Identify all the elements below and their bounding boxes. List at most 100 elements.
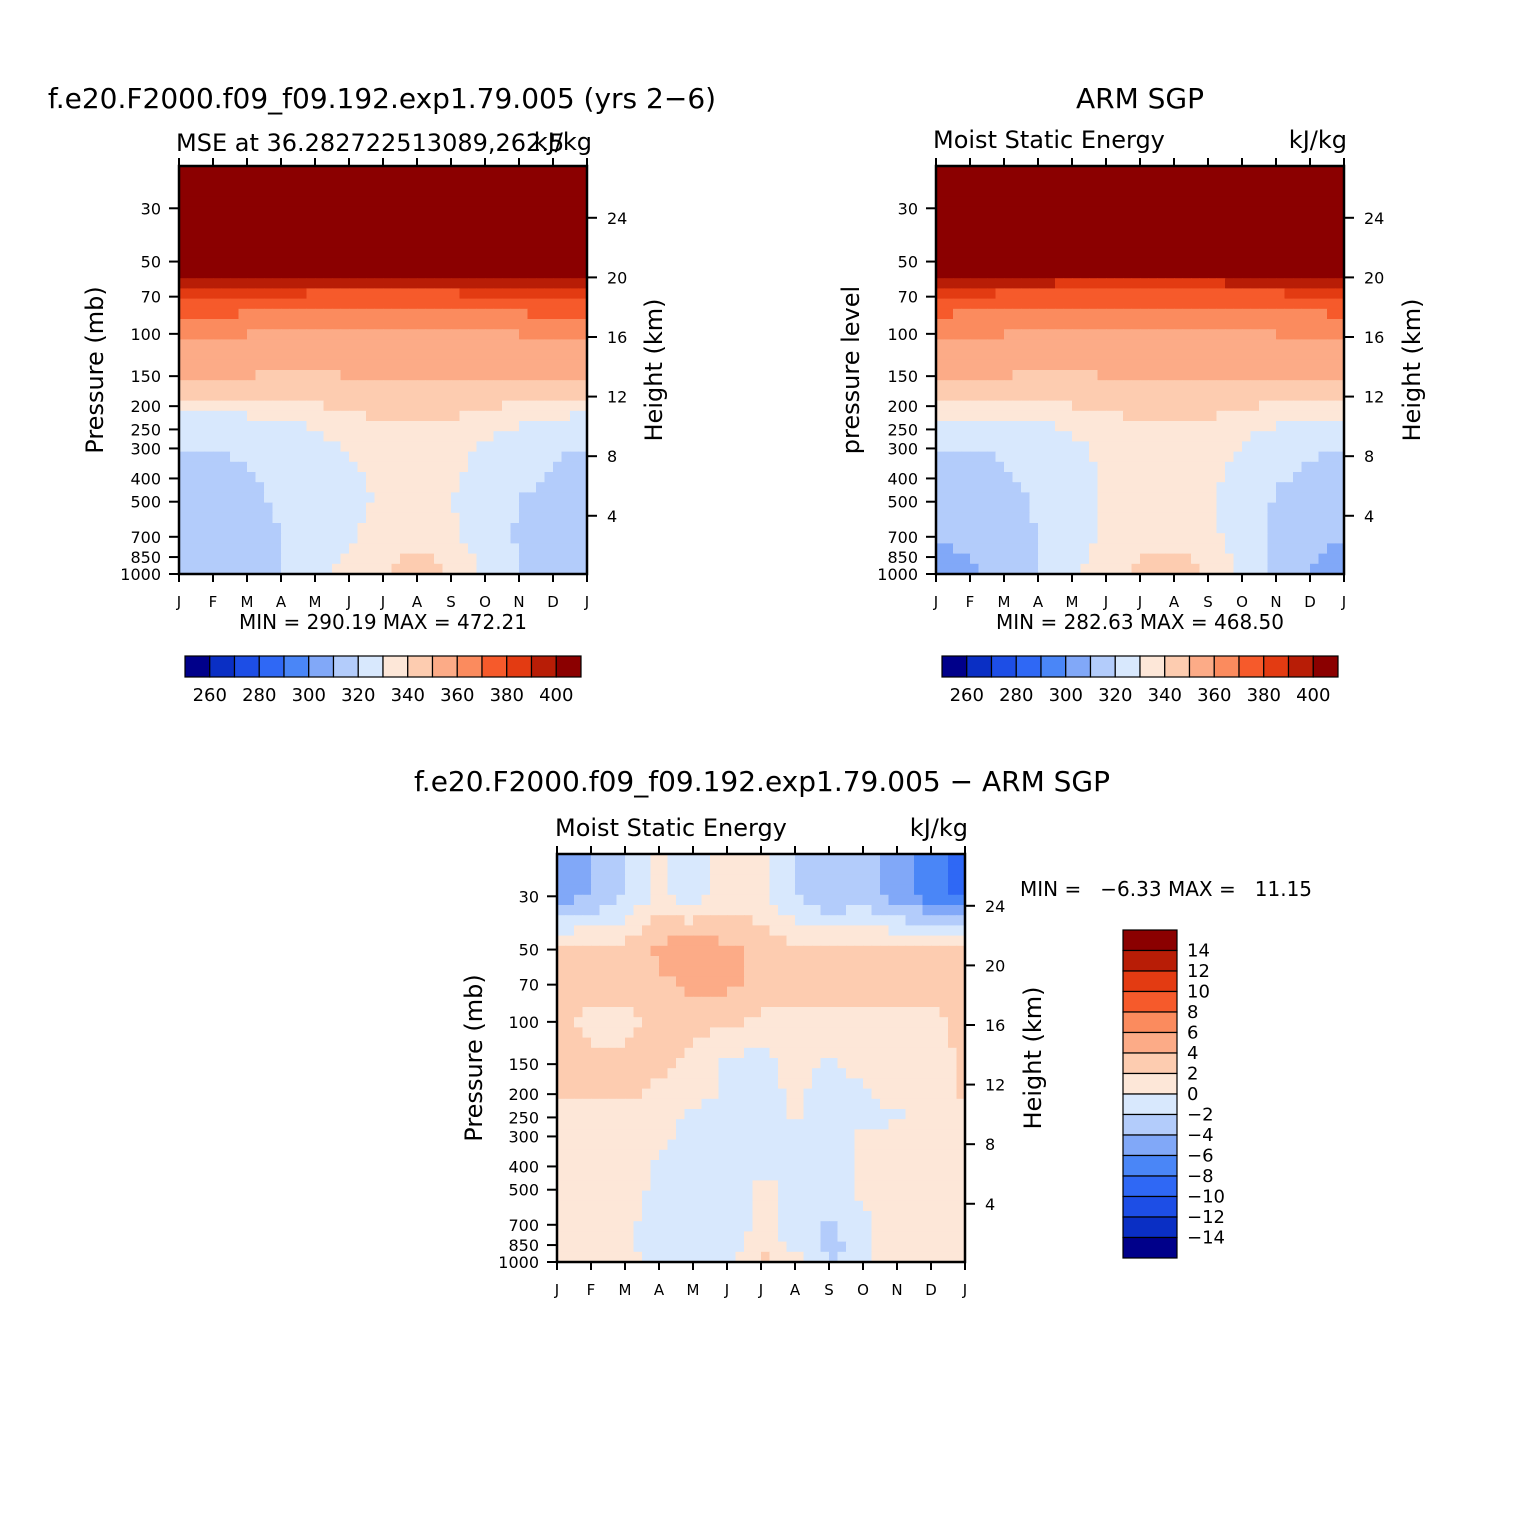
heatmap-cell xyxy=(1191,380,1201,391)
heatmap-cell xyxy=(1131,441,1141,453)
heatmap-cell xyxy=(914,945,924,957)
heatmap-cell xyxy=(948,854,958,865)
heatmap-cell xyxy=(306,166,316,177)
heatmap-cell xyxy=(561,257,571,269)
heatmap-cell xyxy=(1063,217,1073,228)
heatmap-cell xyxy=(357,502,367,514)
heatmap-cell xyxy=(1089,563,1099,575)
heatmap-cell xyxy=(1284,523,1294,534)
heatmap-cell xyxy=(1233,339,1243,351)
heatmap-cell xyxy=(1148,563,1158,575)
heatmap-cell xyxy=(961,370,971,381)
heatmap-cell xyxy=(1208,166,1218,177)
heatmap-cell xyxy=(1250,533,1260,544)
heatmap-cell xyxy=(323,451,333,463)
heatmap-cell xyxy=(1097,359,1107,371)
heatmap-cell xyxy=(519,410,529,422)
heatmap-cell xyxy=(1106,543,1116,555)
heatmap-cell xyxy=(493,563,503,575)
heatmap-cell xyxy=(1318,523,1328,534)
heatmap-cell xyxy=(1310,370,1320,381)
heatmap-cell xyxy=(570,400,580,412)
heatmap-cell xyxy=(255,298,265,310)
heatmap-cell xyxy=(1106,278,1116,289)
heatmap-cell xyxy=(408,390,418,402)
heatmap-cell xyxy=(837,925,847,937)
heatmap-cell xyxy=(863,884,873,896)
heatmap-cell xyxy=(264,380,274,391)
heatmap-cell xyxy=(349,380,359,391)
heatmap-cell xyxy=(459,400,469,412)
heatmap-cell xyxy=(553,268,563,279)
heatmap-cell xyxy=(1148,329,1158,340)
heatmap-cell xyxy=(417,206,427,218)
heatmap-cell xyxy=(391,196,401,208)
heatmap-cell xyxy=(230,206,240,218)
heatmap-cell xyxy=(578,217,588,228)
heatmap-cell xyxy=(383,268,393,279)
colorbar-label: 320 xyxy=(1098,685,1132,706)
heatmap-cell xyxy=(953,298,963,310)
heatmap-cell xyxy=(953,176,963,187)
x-tick-label: J xyxy=(933,593,938,611)
heatmap-cell xyxy=(953,400,963,412)
heatmap-cell xyxy=(1301,166,1311,177)
heatmap-cell xyxy=(1131,278,1141,289)
heatmap-cell xyxy=(616,874,626,886)
heatmap-cell xyxy=(897,925,907,937)
heatmap-cell xyxy=(1055,543,1065,555)
heatmap-cell xyxy=(272,410,282,422)
heatmap-cell xyxy=(196,441,206,453)
heatmap-cell xyxy=(255,349,265,361)
heatmap-cell xyxy=(667,1047,677,1059)
heatmap-cell xyxy=(544,359,554,371)
heatmap-cell xyxy=(676,956,686,967)
heatmap-cell xyxy=(769,996,779,1008)
heatmap-cell xyxy=(591,945,601,957)
heatmap-cell xyxy=(1267,492,1277,504)
heatmap-cell xyxy=(204,502,214,514)
heatmap-cell xyxy=(383,349,393,361)
heatmap-cell xyxy=(616,915,626,926)
heatmap-cell xyxy=(1267,410,1277,422)
heatmap-cell xyxy=(1267,543,1277,555)
heatmap-cell xyxy=(591,986,601,998)
heatmap-cell xyxy=(1276,523,1286,534)
heatmap-cell xyxy=(1242,502,1252,514)
heatmap-cell xyxy=(332,319,342,330)
heatmap-cell xyxy=(987,227,997,238)
x-tick-label: S xyxy=(1203,593,1213,611)
heatmap-cell xyxy=(1140,217,1150,228)
heatmap-cell xyxy=(633,966,643,977)
y-tick-label: 700 xyxy=(130,528,161,547)
heatmap-cell xyxy=(451,512,461,524)
heatmap-cell xyxy=(417,431,427,442)
heatmap-cell xyxy=(323,410,333,422)
heatmap-cell xyxy=(1123,329,1133,340)
heatmap-cell xyxy=(247,268,257,279)
heatmap-cell xyxy=(230,196,240,208)
heatmap-cell xyxy=(485,421,495,432)
heatmap-cell xyxy=(931,1017,941,1028)
heatmap-cell xyxy=(1114,329,1124,340)
heatmap-cell xyxy=(1216,237,1226,249)
heatmap-cell xyxy=(1157,512,1167,524)
heatmap-cell xyxy=(1327,166,1337,177)
heatmap-cell xyxy=(1004,380,1014,391)
heatmap-cell xyxy=(493,298,503,310)
heatmap-cell xyxy=(931,874,941,886)
colorbar-label: 320 xyxy=(341,685,375,706)
heatmap-cell xyxy=(1148,186,1158,198)
heatmap-cell xyxy=(1250,553,1260,565)
heatmap-cell xyxy=(408,553,418,565)
heatmap-cell xyxy=(1276,543,1286,555)
heatmap-cell xyxy=(536,176,546,187)
heatmap-cell xyxy=(778,894,788,906)
heatmap-cell xyxy=(1276,257,1286,269)
heatmap-cell xyxy=(1242,359,1252,371)
heatmap-cell xyxy=(863,996,873,1008)
heatmap-cell xyxy=(995,512,1005,524)
heatmap-cell xyxy=(936,176,946,187)
heatmap-cell xyxy=(519,431,529,442)
heatmap-cell xyxy=(1208,298,1218,310)
